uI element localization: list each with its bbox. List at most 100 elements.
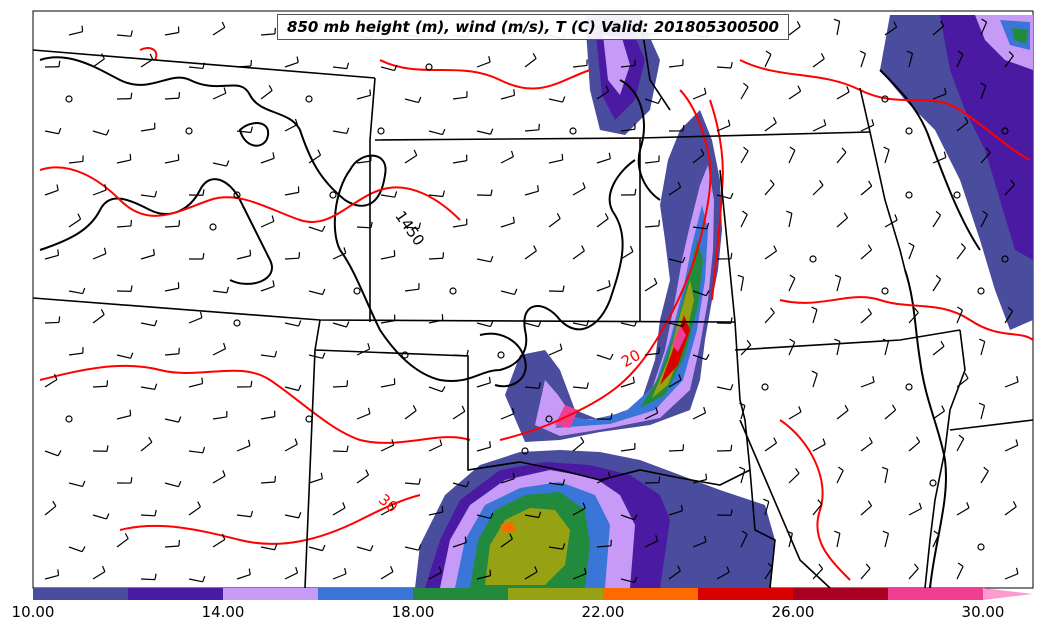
wind-barb	[92, 247, 107, 260]
colorbar-segment	[33, 588, 128, 600]
wind-barb	[980, 18, 988, 36]
wind-barb	[572, 59, 588, 68]
wind-barb	[811, 306, 818, 324]
wind-barb	[716, 509, 733, 516]
wind-barb	[668, 504, 683, 516]
wind-barb	[881, 466, 889, 484]
wind-barb	[452, 481, 470, 488]
wind-barb	[44, 569, 60, 580]
wind-barb	[44, 373, 58, 388]
wind-barb	[260, 152, 275, 164]
wind-barb	[284, 252, 301, 260]
wind-barb	[92, 129, 110, 136]
wind-barb	[908, 242, 915, 260]
colorbar-tick-label: 30.00	[961, 603, 1005, 621]
state-border-vert-3	[719, 169, 776, 589]
wind-barb	[739, 466, 746, 484]
wind-barb	[1001, 127, 1009, 135]
wind-barb	[596, 353, 614, 360]
wind-barb	[716, 119, 731, 132]
wind-barb	[812, 563, 824, 580]
state-border-misc-2	[739, 419, 831, 589]
map-title: 850 mb height (m), wind (m/s), T (C) Val…	[277, 14, 789, 40]
wind-barb	[668, 565, 681, 580]
wind-barb	[188, 446, 206, 454]
wind-barb	[44, 127, 62, 135]
wind-barb	[260, 215, 275, 228]
wind-barb	[740, 530, 748, 548]
colorbar-tick-label: 10.00	[11, 603, 55, 621]
wind-barb	[308, 544, 326, 552]
wind-barb	[809, 255, 817, 263]
wind-barb	[812, 119, 827, 132]
wind-barb	[884, 214, 898, 228]
wind-barb	[956, 502, 970, 516]
wind-barb	[164, 480, 182, 488]
wind-barb	[786, 530, 793, 548]
wind-barb	[356, 89, 372, 100]
wind-barb	[116, 409, 132, 420]
wind-barb	[740, 210, 748, 228]
wind-barb	[260, 410, 276, 420]
wind-barb	[548, 543, 566, 550]
wind-barb	[956, 243, 966, 260]
height-contour-sw	[39, 178, 273, 285]
wind-barb	[68, 480, 86, 488]
wind-barb	[548, 96, 566, 103]
wind-barb	[236, 126, 253, 134]
temp-contour-1	[39, 166, 461, 223]
wind-barb	[692, 473, 708, 484]
wind-barb	[788, 85, 802, 100]
wind-barb	[932, 87, 947, 100]
wind-barb	[908, 436, 921, 452]
wind-barb	[164, 539, 180, 548]
wind-barb	[380, 565, 394, 580]
wind-barb	[644, 219, 660, 228]
wind-barb	[164, 26, 180, 36]
wind-barb	[185, 127, 193, 135]
temp-contour-9	[779, 419, 851, 581]
wind-barb	[956, 434, 965, 452]
wind-barb	[188, 501, 201, 516]
filled-contours	[415, 15, 1033, 588]
wind-barb	[833, 18, 841, 36]
wind-barb	[284, 56, 299, 68]
wind-barb	[545, 415, 553, 423]
wind-barb	[860, 563, 871, 580]
wind-barb	[596, 213, 609, 228]
wind-barb	[763, 498, 770, 516]
wind-barb	[476, 376, 491, 388]
wind-barb	[92, 513, 110, 520]
temp-contour-10	[139, 47, 158, 61]
wind-barb	[332, 127, 350, 135]
wind-barb	[236, 59, 252, 68]
wind-barb	[68, 287, 86, 295]
colorbar-segment	[223, 588, 318, 600]
wind-barb	[260, 280, 275, 292]
wind-barb	[452, 218, 468, 228]
colorbar-tick-label: 26.00	[771, 603, 815, 621]
wind-barb	[236, 568, 251, 580]
colorbar	[33, 588, 1033, 600]
wind-barb	[953, 191, 961, 199]
wind-barb	[404, 96, 422, 104]
wind-barb	[284, 512, 302, 519]
wind-barb	[978, 402, 986, 420]
wind-barb	[404, 283, 420, 292]
height-contour-loop	[238, 122, 270, 147]
wind-barb	[548, 153, 564, 164]
wind-barb	[92, 309, 105, 324]
wind-barb	[116, 352, 134, 359]
wind-barb	[356, 407, 371, 420]
wind-barb	[572, 182, 586, 196]
wind-barb	[332, 321, 350, 328]
colorbar-segment	[413, 588, 508, 600]
wind-barb	[140, 122, 156, 132]
wind-barb	[164, 282, 180, 292]
wind-barb	[786, 210, 793, 228]
wind-barb	[380, 502, 394, 516]
wind-barb	[212, 342, 227, 356]
height-contour-west	[39, 56, 636, 382]
wind-barb	[764, 50, 772, 68]
